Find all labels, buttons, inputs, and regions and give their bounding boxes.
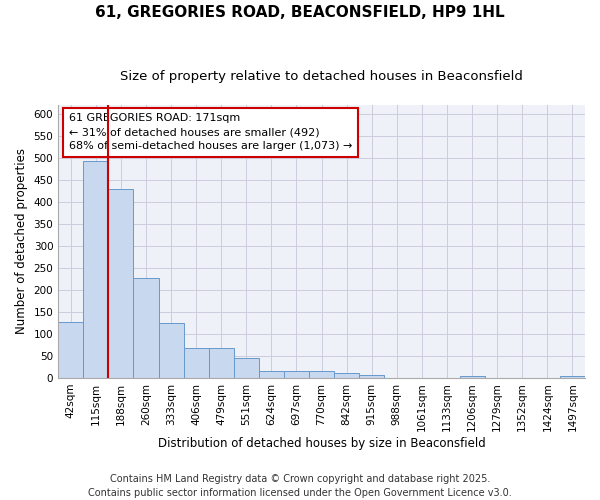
Bar	[259, 371, 284, 378]
Bar	[133, 278, 158, 378]
Bar	[309, 371, 334, 378]
Title: Size of property relative to detached houses in Beaconsfield: Size of property relative to detached ho…	[120, 70, 523, 83]
X-axis label: Distribution of detached houses by size in Beaconsfield: Distribution of detached houses by size …	[158, 437, 485, 450]
Bar	[109, 188, 133, 378]
Bar	[334, 372, 359, 378]
Text: 61, GREGORIES ROAD, BEACONSFIELD, HP9 1HL: 61, GREGORIES ROAD, BEACONSFIELD, HP9 1H…	[95, 5, 505, 20]
Bar	[560, 376, 585, 378]
Bar	[209, 348, 234, 378]
Y-axis label: Number of detached properties: Number of detached properties	[15, 148, 28, 334]
Bar	[58, 322, 83, 378]
Bar	[460, 376, 485, 378]
Bar	[284, 371, 309, 378]
Bar	[158, 324, 184, 378]
Bar	[234, 358, 259, 378]
Bar	[184, 348, 209, 378]
Text: 61 GREGORIES ROAD: 171sqm
← 31% of detached houses are smaller (492)
68% of semi: 61 GREGORIES ROAD: 171sqm ← 31% of detac…	[69, 113, 352, 151]
Text: Contains HM Land Registry data © Crown copyright and database right 2025.
Contai: Contains HM Land Registry data © Crown c…	[88, 474, 512, 498]
Bar	[83, 162, 109, 378]
Bar	[359, 375, 385, 378]
